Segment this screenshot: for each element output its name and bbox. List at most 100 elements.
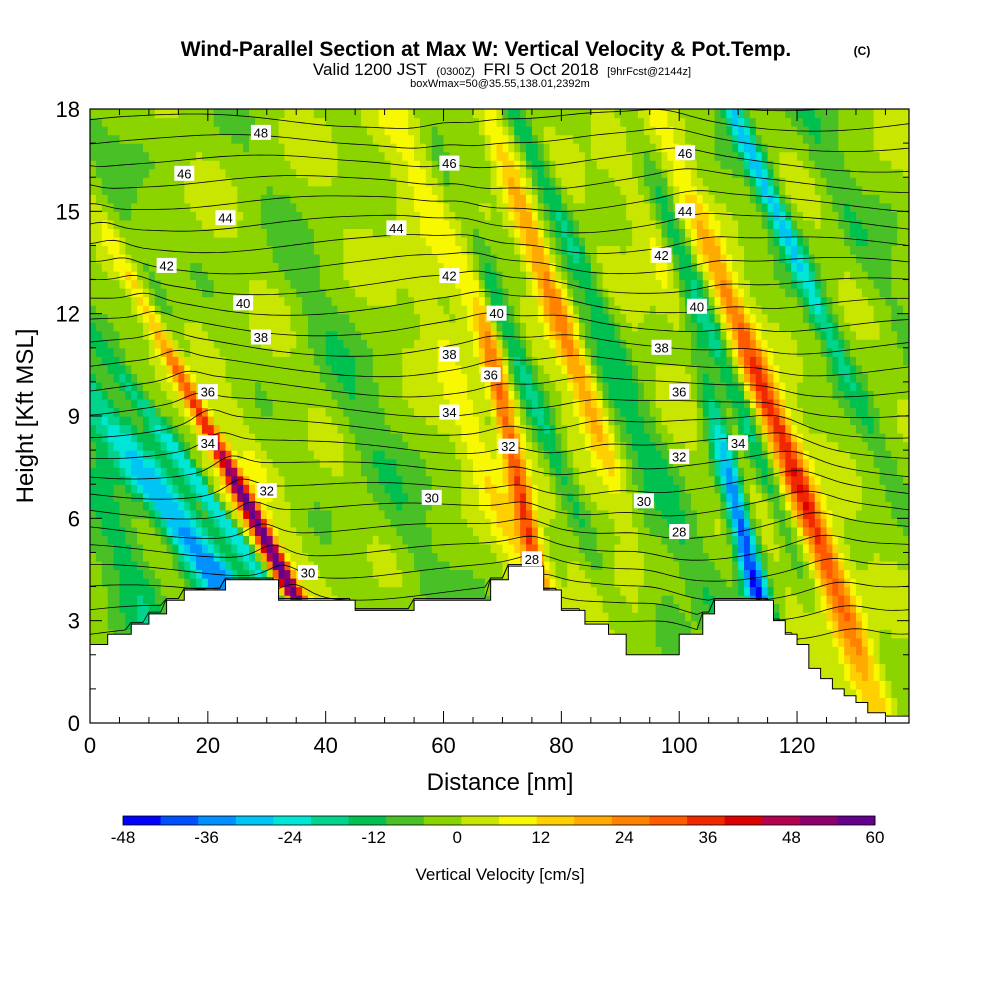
velocity-cell (172, 407, 179, 417)
velocity-cell (826, 603, 833, 613)
velocity-cell (478, 492, 486, 502)
velocity-cell (490, 322, 498, 332)
velocity-cell (791, 518, 798, 528)
velocity-cell (696, 398, 704, 409)
velocity-cell (154, 347, 162, 357)
velocity-cell (632, 330, 639, 340)
velocity-cell (708, 543, 716, 554)
velocity-cell (131, 424, 138, 434)
velocity-cell (249, 569, 256, 579)
velocity-cell (302, 484, 309, 494)
velocity-cell (437, 398, 445, 409)
velocity-cell (808, 612, 816, 622)
velocity-cell (290, 492, 297, 502)
velocity-cell (90, 475, 97, 485)
velocity-cell (543, 347, 551, 357)
velocity-cell (219, 373, 227, 383)
velocity-cell (361, 535, 368, 545)
velocity-cell (372, 535, 380, 545)
valid-time-line: Valid 1200 JST (0300Z) FRI 5 Oct 2018 [9… (313, 60, 691, 79)
velocity-cell (137, 450, 144, 460)
velocity-cell (349, 518, 356, 528)
velocity-cell (178, 450, 185, 460)
velocity-cell (431, 509, 439, 519)
velocity-cell (791, 347, 798, 357)
velocity-cell (855, 646, 863, 656)
velocity-cell (278, 509, 286, 519)
velocity-cell (661, 458, 669, 468)
velocity-cell (903, 578, 909, 588)
velocity-cell (820, 398, 828, 409)
velocity-cell (90, 407, 97, 417)
velocity-cell (867, 373, 875, 383)
velocity-cell (313, 586, 321, 596)
velocity-cell (166, 347, 174, 357)
velocity-cell (254, 347, 262, 357)
velocity-cell (855, 356, 863, 366)
velocity-cell (502, 390, 509, 400)
velocity-cell (608, 501, 615, 511)
velocity-cell (372, 569, 380, 579)
velocity-cell (632, 450, 639, 460)
velocity-cell (443, 518, 451, 528)
velocity-cell (449, 569, 456, 579)
velocity-cell (655, 484, 663, 494)
velocity-cell (861, 356, 869, 366)
velocity-cell (773, 339, 780, 349)
velocity-cell (260, 416, 268, 426)
velocity-cell (808, 586, 816, 596)
velocity-cell (278, 450, 286, 460)
velocity-cell (272, 458, 280, 468)
velocity-cell (861, 663, 869, 673)
velocity-cell (178, 339, 185, 349)
velocity-cell (449, 416, 456, 426)
velocity-cell (484, 407, 492, 417)
velocity-cell (378, 586, 386, 596)
velocity-cell (850, 450, 857, 460)
velocity-cell (331, 407, 339, 417)
velocity-cell (449, 467, 456, 477)
velocity-cell (355, 433, 362, 443)
velocity-cell (690, 612, 698, 622)
velocity-cell (867, 705, 875, 716)
velocity-cell (414, 356, 421, 366)
velocity-cell (891, 697, 898, 707)
velocity-cell (107, 578, 115, 588)
velocity-cell (284, 552, 291, 562)
velocity-cell (131, 603, 138, 613)
velocity-cell (602, 339, 610, 349)
velocity-cell (213, 424, 221, 434)
velocity-cell (850, 347, 857, 357)
velocity-cell (626, 501, 633, 511)
velocity-cell (472, 424, 480, 434)
velocity-cell (655, 637, 663, 647)
velocity-cell (396, 339, 403, 349)
velocity-cell (561, 322, 568, 332)
velocity-cell (549, 364, 557, 374)
velocity-cell (325, 475, 333, 485)
velocity-cell (579, 416, 586, 426)
velocity-cell (272, 373, 280, 383)
velocity-cell (325, 390, 333, 400)
velocity-cell (95, 458, 103, 468)
velocity-cell (384, 518, 392, 528)
velocity-cell (873, 663, 881, 673)
velocity-cell (308, 552, 315, 562)
velocity-cell (820, 526, 828, 536)
velocity-cell (826, 569, 833, 579)
velocity-cell (637, 398, 645, 409)
velocity-cell (190, 543, 197, 554)
velocity-cell (714, 330, 722, 340)
velocity-cell (225, 364, 233, 374)
velocity-cell (190, 560, 197, 571)
velocity-cell (355, 586, 362, 596)
velocity-cell (449, 501, 456, 511)
velocity-cell (808, 535, 816, 545)
velocity-cell (702, 339, 710, 349)
velocity-cell (838, 330, 845, 340)
velocity-cell (702, 501, 710, 511)
velocity-cell (278, 390, 286, 400)
velocity-cell (384, 433, 392, 443)
velocity-cell (154, 501, 162, 511)
velocity-cell (378, 509, 386, 519)
